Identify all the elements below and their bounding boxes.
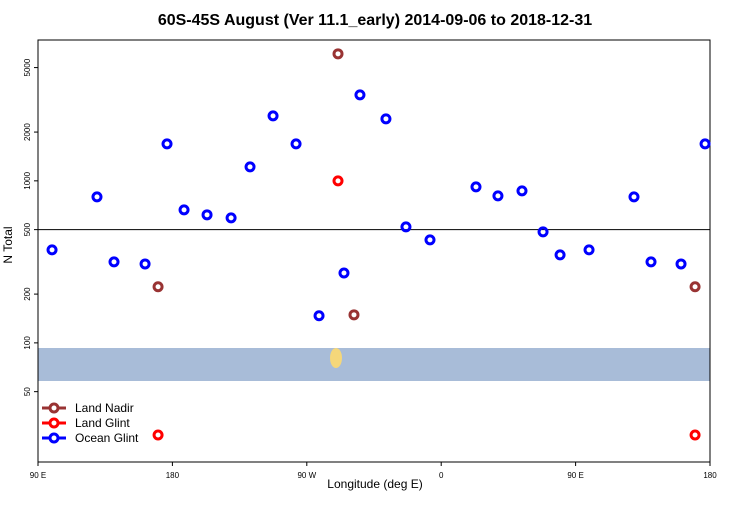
x-tick-label: 180 — [703, 471, 717, 480]
point — [400, 221, 412, 233]
legend-label: Land Glint — [75, 416, 130, 430]
point — [628, 191, 640, 203]
x-tick-label: 180 — [166, 471, 180, 480]
point — [470, 181, 482, 193]
point — [225, 212, 237, 224]
point — [348, 309, 360, 321]
point — [139, 258, 151, 270]
point — [161, 138, 173, 150]
y-tick-label: 5000 — [23, 58, 32, 76]
y-tick-label: 2000 — [23, 123, 32, 141]
point — [338, 267, 350, 279]
point — [46, 244, 58, 256]
point — [492, 190, 504, 202]
x-axis-label: Longitude (deg E) — [327, 477, 422, 491]
point — [91, 191, 103, 203]
point — [689, 429, 701, 441]
point — [152, 281, 164, 293]
legend-marker — [48, 402, 60, 414]
x-tick-label: 90 W — [297, 471, 316, 480]
point — [537, 226, 549, 238]
chart-title: 60S-45S August (Ver 11.1_early) 2014-09-… — [158, 12, 592, 29]
point — [152, 429, 164, 441]
y-tick-label: 100 — [23, 336, 32, 350]
point — [313, 310, 325, 322]
point — [380, 113, 392, 125]
point — [699, 138, 711, 150]
point — [332, 175, 344, 187]
y-axis-label: N Total — [1, 226, 15, 263]
point — [244, 161, 256, 173]
x-tick-label: 90 E — [30, 471, 46, 480]
y-tick-label: 500 — [23, 222, 32, 236]
legend-label: Ocean Glint — [75, 431, 139, 445]
land-shape — [330, 348, 342, 368]
point — [267, 110, 279, 122]
point — [108, 256, 120, 268]
point — [290, 138, 302, 150]
point — [178, 204, 190, 216]
y-tick-label: 1000 — [23, 171, 32, 189]
x-tick-label: 0 — [439, 471, 444, 480]
point — [554, 249, 566, 261]
point — [675, 258, 687, 270]
point — [689, 281, 701, 293]
point — [424, 234, 436, 246]
map-strip — [38, 348, 710, 381]
point — [516, 185, 528, 197]
legend-label: Land Nadir — [75, 401, 134, 415]
point — [645, 256, 657, 268]
point — [332, 48, 344, 60]
legend-marker — [48, 432, 60, 444]
point — [583, 244, 595, 256]
plot-frame — [37, 39, 711, 463]
y-tick-label: 50 — [23, 387, 32, 396]
x-tick-label: 90 E — [567, 471, 583, 480]
point — [354, 89, 366, 101]
y-tick-label: 200 — [23, 287, 32, 301]
point — [201, 209, 213, 221]
legend-marker — [48, 417, 60, 429]
